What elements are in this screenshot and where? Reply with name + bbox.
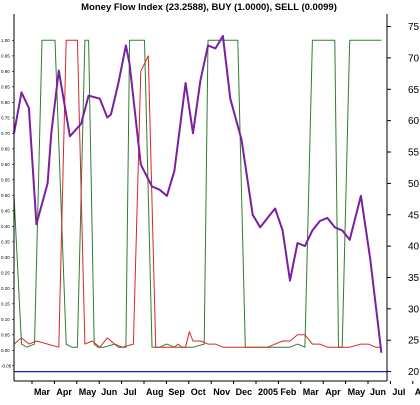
series-1-line: [13, 39, 382, 348]
right-tick-label: 50: [408, 179, 420, 190]
left-tick-label: 0.35: [1, 239, 10, 244]
plot-area: [13, 35, 387, 373]
x-tick-label: Apr: [325, 387, 341, 397]
right-tick-label: 40: [408, 242, 420, 253]
right-tick-label: 30: [408, 304, 420, 315]
x-tick-label: Aug: [146, 387, 164, 397]
right-tick-label: 25: [408, 336, 420, 347]
left-tick-label: 0.90: [1, 69, 10, 74]
x-tick-label: Apr: [56, 387, 72, 397]
left-tick-label: 0.70: [1, 131, 10, 136]
x-tick-label: Jun: [101, 387, 117, 397]
left-tick-label: 0.55: [1, 177, 10, 182]
x-tick-label: Jul: [392, 387, 405, 397]
left-tick-label: 1.00: [1, 38, 10, 43]
left-tick-label: -0.05: [1, 363, 12, 368]
x-tick-label: Mar: [303, 387, 320, 397]
left-tick-label: 0.65: [1, 146, 10, 151]
right-tick-label: 60: [408, 116, 420, 127]
x-tick-label: Dec: [236, 387, 253, 397]
left-tick-label: 0.50: [1, 193, 10, 198]
axes: 20 25 30 35 40 45 50 55 60 65 70 75 -0.05 0.00 0.05 0.1…: [1, 14, 420, 397]
series-2-line: [13, 39, 382, 348]
x-tick-label: Oct: [191, 387, 206, 397]
series-0-line: [13, 35, 383, 353]
left-tick-label: 0.10: [1, 317, 10, 322]
right-tick-label: 70: [408, 53, 420, 64]
x-tick-label: Sep: [168, 387, 185, 397]
x-tick-label: May: [348, 387, 366, 397]
left-tick-label: 0.00: [1, 348, 10, 353]
right-tick-label: 75: [408, 22, 420, 33]
left-tick-label: 0.20: [1, 286, 10, 291]
x-tick-label: Feb: [280, 387, 297, 397]
x-tick-label: May: [79, 387, 97, 397]
left-tick-label: 0.05: [1, 332, 10, 337]
right-tick-label: 35: [408, 273, 420, 284]
x-tick-label: Au: [415, 387, 420, 397]
right-tick-label: 55: [408, 148, 420, 159]
right-tick-label: 45: [408, 210, 420, 221]
x-tick-label: Jul: [124, 387, 137, 397]
left-tick-label: 0.15: [1, 301, 10, 306]
left-tick-label: 0.45: [1, 208, 10, 213]
right-tick-label: 20: [408, 367, 420, 378]
left-tick-label: 0.80: [1, 100, 10, 105]
right-tick-label: 65: [408, 85, 420, 96]
left-tick-label: 0.60: [1, 162, 10, 167]
x-tick-label: 2005: [258, 387, 278, 397]
x-tick-label: Mar: [34, 387, 51, 397]
left-tick-label: 0.40: [1, 224, 10, 229]
left-tick-label: 0.85: [1, 84, 10, 89]
left-tick-label: 0.25: [1, 270, 10, 275]
left-tick-label: 0.75: [1, 115, 10, 120]
x-tick-label: Nov: [213, 387, 230, 397]
x-tick-label: Jun: [370, 387, 386, 397]
chart-title: Money Flow Index (23.2588), BUY (1.0000)…: [81, 2, 337, 13]
left-tick-label: 0.95: [1, 53, 10, 58]
left-tick-label: 0.30: [1, 255, 10, 260]
